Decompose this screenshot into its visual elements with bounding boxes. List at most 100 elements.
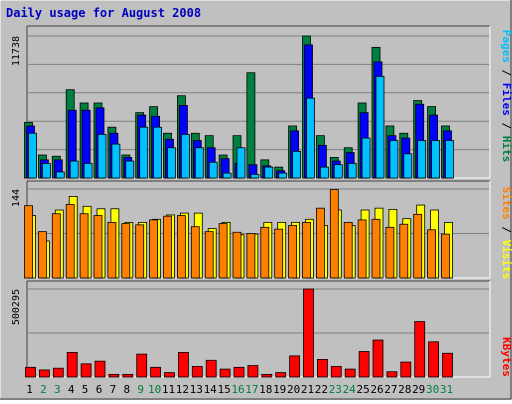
bar-sites (399, 223, 409, 279)
bar-pages (236, 147, 246, 179)
day-label: 30 (426, 383, 439, 396)
bar-sites (163, 215, 172, 279)
bar-sites (65, 204, 75, 279)
legend-sep-2: / (500, 116, 512, 136)
bar-kbytes (386, 371, 398, 378)
legend-visits: Visits (500, 240, 512, 280)
svg-text:Sites / Visits: Sites / Visits (500, 187, 512, 280)
bar-kbytes (358, 351, 370, 378)
day-label: 22 (315, 383, 328, 396)
legend-panel3: KBytes (500, 337, 512, 377)
day-label: 12 (176, 383, 189, 396)
bar-sites (357, 219, 367, 279)
day-label: 4 (68, 383, 75, 396)
bar-pages (361, 137, 371, 179)
day-label: 10 (148, 383, 161, 396)
day-label: 27 (384, 383, 397, 396)
bar-kbytes (164, 372, 175, 378)
bar-pages (180, 134, 190, 179)
bar-sites (274, 228, 284, 279)
bar-sites (343, 221, 353, 279)
bar-kbytes (400, 361, 412, 378)
bar-kbytes (80, 363, 92, 378)
bar-pages (347, 163, 357, 179)
bar-kbytes (205, 359, 217, 378)
bar-pages (69, 160, 79, 179)
bar-sites (232, 231, 242, 279)
bar-kbytes (108, 373, 120, 378)
bar-kbytes (428, 341, 440, 378)
chart-panels: 11738 144 500295 (11, 25, 491, 378)
day-label: 7 (110, 383, 117, 396)
day-label: 13 (190, 383, 203, 396)
bar-pages (278, 172, 288, 179)
bar-kbytes (150, 366, 162, 378)
bar-pages (167, 147, 176, 179)
bar-pages (28, 132, 37, 179)
day-label: 18 (259, 383, 272, 396)
bar-kbytes (233, 366, 245, 378)
bar-pages (194, 147, 204, 179)
bar-pages (250, 173, 260, 179)
bar-pages (319, 166, 329, 179)
bar-sites (246, 233, 256, 279)
bar-kbytes (289, 355, 301, 378)
day-label: 8 (123, 383, 130, 396)
day-label: 3 (54, 383, 61, 396)
day-label: 31 (440, 383, 453, 396)
legend-kbytes: KBytes (500, 337, 512, 377)
day-label: 25 (356, 383, 369, 396)
bar-kbytes (136, 353, 148, 378)
bar-kbytes (94, 360, 106, 378)
day-label: 6 (96, 383, 103, 396)
bar-kbytes (316, 359, 328, 378)
y-max-label: 144 (11, 189, 22, 207)
day-label: 20 (287, 383, 300, 396)
bar-sites (24, 205, 33, 279)
y-max-label: 11738 (11, 36, 22, 66)
day-label: 19 (273, 383, 286, 396)
bar-pages (153, 126, 163, 179)
day-label: 16 (231, 383, 244, 396)
bar-kbytes (191, 366, 203, 378)
legend-sep-3: / (500, 220, 512, 240)
bar-sites (190, 226, 200, 279)
bar-sites (260, 226, 270, 279)
bar-kbytes (303, 288, 314, 378)
bar-pages (417, 140, 427, 179)
bar-kbytes (442, 352, 453, 378)
day-label: 24 (343, 383, 357, 396)
panel-2: 144 (11, 180, 491, 279)
bar-sites (79, 213, 89, 279)
bar-pages (333, 164, 343, 179)
bar-pages (431, 140, 441, 179)
bar-sites (176, 215, 186, 279)
bar-sites (371, 218, 381, 279)
bar-sites (149, 219, 159, 279)
day-label: 15 (217, 383, 230, 396)
day-label: 9 (137, 383, 144, 396)
bar-sites (135, 224, 145, 279)
bar-sites (413, 213, 423, 279)
bar-sites (302, 221, 311, 279)
bar-kbytes (344, 368, 356, 378)
bar-kbytes (177, 351, 189, 378)
bar-sites (288, 225, 298, 279)
bar-sites (204, 231, 214, 279)
bar-sites (427, 229, 437, 279)
bar-kbytes (330, 366, 342, 378)
bar-pages (42, 163, 51, 179)
bar-kbytes (247, 365, 259, 378)
bar-kbytes (122, 373, 134, 378)
bar-sites (107, 221, 117, 279)
bar-pages (292, 150, 302, 179)
bar-kbytes (414, 321, 426, 378)
bar-sites (93, 215, 103, 279)
day-label: 23 (329, 383, 342, 396)
bar-kbytes (52, 367, 64, 378)
bar-sites (385, 226, 395, 279)
bar-pages (389, 140, 399, 179)
bar-kbytes (275, 372, 287, 378)
bar-pages (445, 140, 454, 179)
